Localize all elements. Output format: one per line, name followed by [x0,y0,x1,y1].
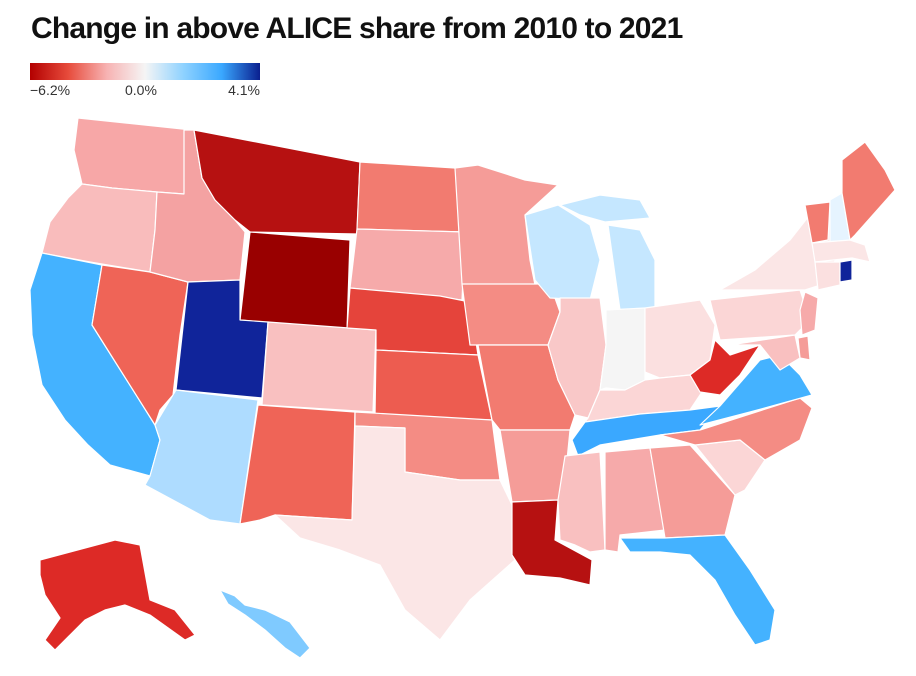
legend-max-label: 4.1% [228,82,260,98]
state-nj[interactable] [799,291,819,336]
states-layer [29,117,896,659]
state-de[interactable] [797,335,811,361]
state-ga[interactable] [649,444,736,539]
color-legend: −6.2% 0.0% 4.1% [30,63,260,98]
state-la[interactable] [511,499,593,586]
state-ma[interactable] [811,239,871,263]
map-title: Change in above ALICE share from 2010 to… [31,12,683,45]
state-ct[interactable] [814,261,841,291]
state-vt[interactable] [804,201,831,244]
state-hi[interactable] [219,589,311,659]
state-tx[interactable] [274,425,516,641]
state-fl[interactable] [619,534,776,646]
state-nd[interactable] [356,161,466,233]
state-co[interactable] [261,321,377,413]
state-in[interactable] [599,307,646,391]
state-ks[interactable] [374,349,493,421]
state-nc[interactable] [659,397,813,461]
state-wy[interactable] [239,231,351,331]
legend-color-bar [30,63,260,80]
state-ri[interactable] [839,259,853,283]
state-ms[interactable] [557,451,606,553]
state-md[interactable] [729,334,801,371]
state-ak[interactable] [39,539,196,651]
state-mi[interactable] [607,224,656,311]
state-me[interactable] [841,141,896,241]
state-va[interactable] [699,354,813,426]
legend-min-label: −6.2% [30,82,71,98]
state-or[interactable] [41,183,158,273]
state-mi-up[interactable] [559,194,651,223]
legend-mid-label: 0.0% [125,82,157,98]
state-il[interactable] [547,297,607,419]
legend-labels: −6.2% 0.0% 4.1% [30,80,260,98]
state-nm[interactable] [239,404,356,525]
state-wi[interactable] [524,204,601,301]
state-az[interactable] [144,389,259,525]
state-pa[interactable] [709,289,811,341]
state-wa[interactable] [73,117,193,195]
